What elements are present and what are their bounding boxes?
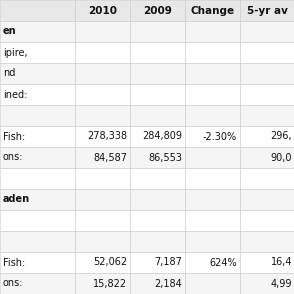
Text: aden: aden bbox=[3, 195, 30, 205]
Text: 52,062: 52,062 bbox=[93, 258, 127, 268]
Bar bbox=[240, 126, 294, 147]
Bar bbox=[75, 0, 130, 21]
Text: ined:: ined: bbox=[3, 89, 27, 99]
Text: 5-yr av: 5-yr av bbox=[247, 6, 288, 16]
Text: -2.30%: -2.30% bbox=[203, 131, 237, 141]
Text: 84,587: 84,587 bbox=[93, 153, 127, 163]
Bar bbox=[75, 168, 130, 189]
Text: 16,4: 16,4 bbox=[270, 258, 292, 268]
Bar bbox=[0, 105, 75, 126]
Bar bbox=[0, 273, 75, 294]
Bar bbox=[75, 21, 130, 42]
Bar bbox=[240, 105, 294, 126]
Bar bbox=[185, 231, 240, 252]
Text: 624%: 624% bbox=[209, 258, 237, 268]
Text: ons:: ons: bbox=[3, 278, 24, 288]
Bar bbox=[185, 21, 240, 42]
Bar bbox=[130, 84, 185, 105]
Bar bbox=[75, 189, 130, 210]
Bar bbox=[75, 252, 130, 273]
Bar bbox=[240, 189, 294, 210]
Bar bbox=[185, 0, 240, 21]
Text: Fish:: Fish: bbox=[3, 131, 25, 141]
Text: 2010: 2010 bbox=[88, 6, 117, 16]
Bar bbox=[130, 231, 185, 252]
Bar bbox=[185, 147, 240, 168]
Bar bbox=[185, 105, 240, 126]
Bar bbox=[130, 21, 185, 42]
Bar bbox=[0, 252, 75, 273]
Text: 15,822: 15,822 bbox=[93, 278, 127, 288]
Bar bbox=[75, 147, 130, 168]
Bar bbox=[240, 168, 294, 189]
Bar bbox=[130, 168, 185, 189]
Bar bbox=[0, 21, 75, 42]
Text: 2,184: 2,184 bbox=[154, 278, 182, 288]
Bar bbox=[185, 252, 240, 273]
Bar bbox=[130, 210, 185, 231]
Bar bbox=[185, 168, 240, 189]
Text: nd: nd bbox=[3, 69, 15, 78]
Bar bbox=[185, 126, 240, 147]
Bar bbox=[240, 21, 294, 42]
Bar bbox=[75, 210, 130, 231]
Bar bbox=[240, 0, 294, 21]
Bar bbox=[130, 189, 185, 210]
Bar bbox=[130, 147, 185, 168]
Text: 86,553: 86,553 bbox=[148, 153, 182, 163]
Bar bbox=[240, 147, 294, 168]
Bar bbox=[0, 0, 75, 21]
Bar bbox=[130, 42, 185, 63]
Bar bbox=[240, 231, 294, 252]
Text: ipire,: ipire, bbox=[3, 48, 28, 58]
Text: 296,: 296, bbox=[270, 131, 292, 141]
Bar bbox=[75, 42, 130, 63]
Text: 7,187: 7,187 bbox=[154, 258, 182, 268]
Bar bbox=[0, 63, 75, 84]
Bar bbox=[240, 84, 294, 105]
Bar bbox=[75, 231, 130, 252]
Bar bbox=[130, 63, 185, 84]
Bar bbox=[130, 126, 185, 147]
Bar bbox=[240, 63, 294, 84]
Text: 284,809: 284,809 bbox=[142, 131, 182, 141]
Bar bbox=[75, 126, 130, 147]
Bar bbox=[0, 189, 75, 210]
Bar bbox=[240, 42, 294, 63]
Bar bbox=[0, 168, 75, 189]
Bar bbox=[130, 0, 185, 21]
Bar bbox=[240, 273, 294, 294]
Bar bbox=[185, 84, 240, 105]
Bar bbox=[75, 273, 130, 294]
Text: 2009: 2009 bbox=[143, 6, 172, 16]
Bar bbox=[130, 252, 185, 273]
Bar bbox=[75, 105, 130, 126]
Bar bbox=[0, 147, 75, 168]
Bar bbox=[185, 273, 240, 294]
Bar bbox=[75, 84, 130, 105]
Text: 4,99: 4,99 bbox=[270, 278, 292, 288]
Bar bbox=[0, 126, 75, 147]
Bar bbox=[185, 189, 240, 210]
Bar bbox=[185, 63, 240, 84]
Bar bbox=[240, 210, 294, 231]
Text: Fish:: Fish: bbox=[3, 258, 25, 268]
Text: ons:: ons: bbox=[3, 153, 24, 163]
Bar bbox=[240, 252, 294, 273]
Bar bbox=[0, 42, 75, 63]
Text: 278,338: 278,338 bbox=[87, 131, 127, 141]
Text: en: en bbox=[3, 26, 16, 36]
Bar bbox=[185, 210, 240, 231]
Bar bbox=[75, 63, 130, 84]
Text: 90,0: 90,0 bbox=[270, 153, 292, 163]
Bar bbox=[0, 210, 75, 231]
Bar bbox=[0, 84, 75, 105]
Text: Change: Change bbox=[191, 6, 235, 16]
Bar bbox=[130, 273, 185, 294]
Bar bbox=[130, 105, 185, 126]
Bar bbox=[0, 231, 75, 252]
Bar bbox=[185, 42, 240, 63]
